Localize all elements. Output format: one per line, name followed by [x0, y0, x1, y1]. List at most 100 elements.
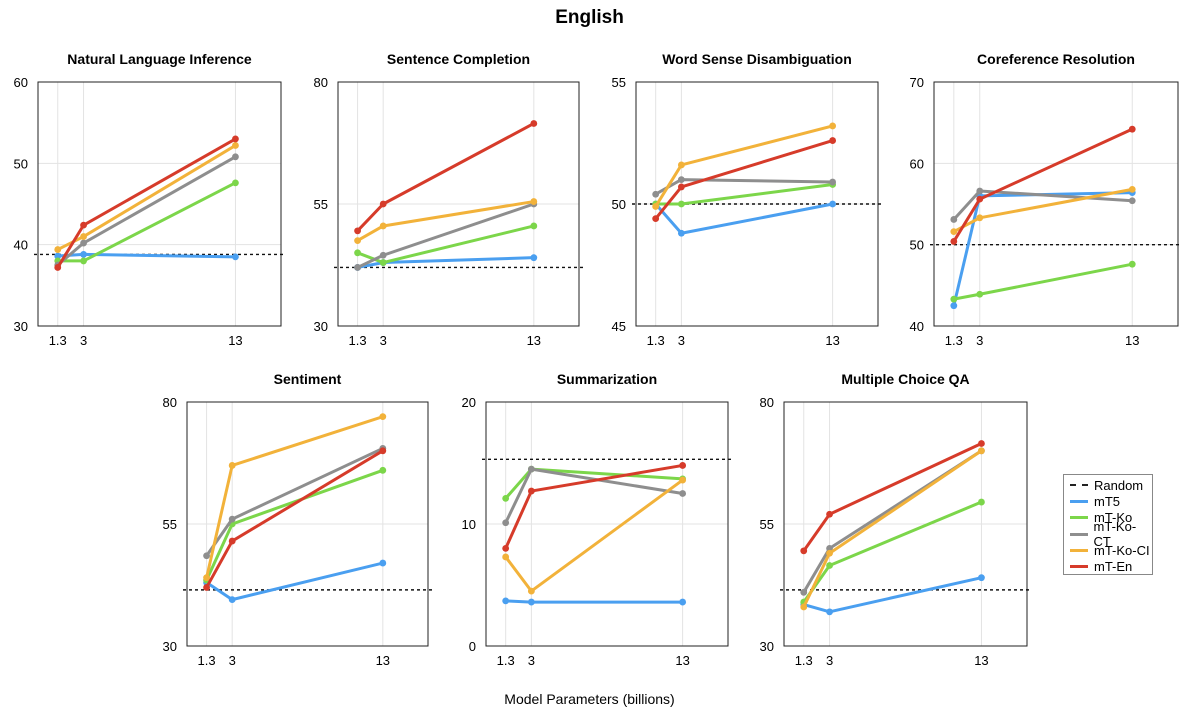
data-point-mt-ko-ct: [800, 588, 808, 596]
data-point-mt-en: [80, 221, 87, 229]
data-point-mt5: [530, 254, 538, 262]
data-point-mt-en: [652, 215, 660, 223]
series-line-mt-ko-ci: [205, 415, 384, 579]
data-point-mt-en: [379, 200, 387, 208]
data-point-mt-ko: [978, 498, 985, 506]
series-line-mt-ko-ci: [504, 478, 684, 593]
legend-item-mt5: mT5: [1070, 493, 1152, 509]
legend-label: mT-Ko: [1094, 510, 1133, 526]
panel-title: Word Sense Disambiguation: [662, 51, 852, 67]
data-point-mt-ko-ci: [203, 574, 210, 582]
data-point-mt-en: [203, 584, 210, 591]
data-point-mt5: [679, 598, 687, 606]
y-tick-label: 55: [612, 75, 626, 90]
legend-label: mT-En: [1094, 559, 1133, 575]
series-line-mt-ko-ct: [802, 449, 983, 594]
data-point-mt-ko-ci: [80, 233, 87, 240]
x-tick-label: 3: [80, 333, 87, 348]
x-tick-label: 1.3: [349, 333, 367, 348]
panel-title: Multiple Choice QA: [841, 371, 969, 387]
series-line-mt5: [654, 202, 833, 235]
series-line-mt5: [803, 576, 982, 614]
panel-title: Natural Language Inference: [67, 51, 252, 67]
y-tick-label: 40: [14, 238, 28, 253]
data-point-mt-en: [54, 264, 62, 271]
y-tick-label: 30: [760, 639, 774, 654]
legend-item-random: Random: [1070, 477, 1152, 493]
data-point-mt-en: [677, 183, 685, 191]
data-point-mt-ko: [976, 290, 984, 298]
x-tick-label: 13: [825, 333, 839, 348]
data-point-mt-ko-ct: [80, 239, 87, 247]
y-tick-label: 55: [314, 197, 328, 212]
data-point-mt-ko-ct: [677, 176, 685, 184]
x-tick-label: 1.3: [795, 653, 813, 668]
data-point-mt-ko-ci: [232, 142, 239, 149]
y-tick-label: 80: [314, 75, 328, 90]
data-point-mt-ko-ci: [379, 222, 387, 230]
series-line-mt5: [205, 561, 384, 602]
data-point-mt5: [978, 574, 985, 582]
legend-swatch: [1070, 565, 1088, 569]
data-point-mt-en: [826, 510, 833, 518]
data-point-mt5: [80, 251, 87, 258]
data-point-mt-ko-ct: [679, 490, 687, 497]
data-point-mt-en: [950, 238, 958, 245]
y-tick-label: 10: [462, 517, 476, 532]
data-point-mt-ko-ct: [950, 216, 958, 223]
data-point-mt-en: [502, 545, 510, 552]
y-tick-label: 55: [163, 517, 177, 532]
legend-item-mt-ko-ci: mT-Ko-CI: [1070, 542, 1152, 558]
data-point-mt-en: [232, 135, 239, 143]
data-point-mt-en: [978, 440, 985, 447]
legend-label: mT5: [1094, 493, 1120, 509]
y-tick-label: 0: [469, 639, 476, 654]
data-point-mt-en: [354, 227, 361, 235]
y-tick-label: 50: [612, 197, 626, 212]
y-tick-label: 30: [14, 319, 28, 334]
x-tick-label: 3: [826, 653, 833, 668]
y-tick-label: 30: [163, 639, 177, 654]
data-point-mt5: [379, 559, 387, 567]
panel-title: Coreference Resolution: [977, 51, 1135, 67]
shared-x-axis-label: Model Parameters (billions): [504, 691, 675, 707]
plot-frame: [933, 81, 1179, 327]
y-tick-label: 50: [14, 156, 28, 171]
x-tick-label: 1.3: [945, 333, 963, 348]
data-point-mt-ko: [826, 562, 833, 569]
legend-label: mT-Ko-CI: [1094, 542, 1150, 558]
data-point-mt-ko-ct: [826, 545, 833, 552]
data-point-mt-ko: [502, 494, 510, 502]
y-tick-label: 30: [314, 319, 328, 334]
panel-title: Summarization: [557, 371, 657, 387]
data-point-mt5: [527, 598, 535, 606]
data-point-mt5: [677, 229, 685, 237]
data-point-mt5: [228, 596, 236, 604]
data-point-mt5: [502, 597, 510, 605]
data-point-mt-ko-ct: [354, 264, 361, 271]
data-point-mt-ko: [379, 466, 387, 474]
data-point-mt-ko-ct: [228, 515, 236, 523]
y-tick-label: 80: [760, 395, 774, 410]
data-point-mt-ko: [530, 222, 538, 230]
legend-item-mt-ko: mT-Ko: [1070, 510, 1152, 526]
data-point-mt5: [232, 253, 239, 261]
data-point-mt-en: [527, 487, 535, 495]
data-point-mt-ko-ct: [652, 190, 660, 198]
data-point-mt-ko: [379, 259, 387, 266]
x-tick-label: 13: [376, 653, 390, 668]
data-point-mt-ko-ci: [527, 587, 535, 595]
series-line-mt5: [952, 191, 1133, 307]
data-point-mt-ko: [677, 200, 685, 208]
data-point-mt-ko: [80, 257, 87, 265]
data-point-mt-ko-ct: [527, 465, 535, 473]
data-point-mt-ko-ci: [800, 603, 808, 611]
plot-frame: [783, 401, 1028, 647]
x-tick-label: 13: [974, 653, 988, 668]
data-point-mt5: [950, 302, 958, 310]
y-tick-label: 55: [760, 517, 774, 532]
legend-swatch: [1070, 516, 1088, 520]
x-tick-label: 3: [528, 653, 535, 668]
legend-label: mT-Ko-CT: [1093, 519, 1137, 550]
y-tick-label: 20: [462, 395, 476, 410]
